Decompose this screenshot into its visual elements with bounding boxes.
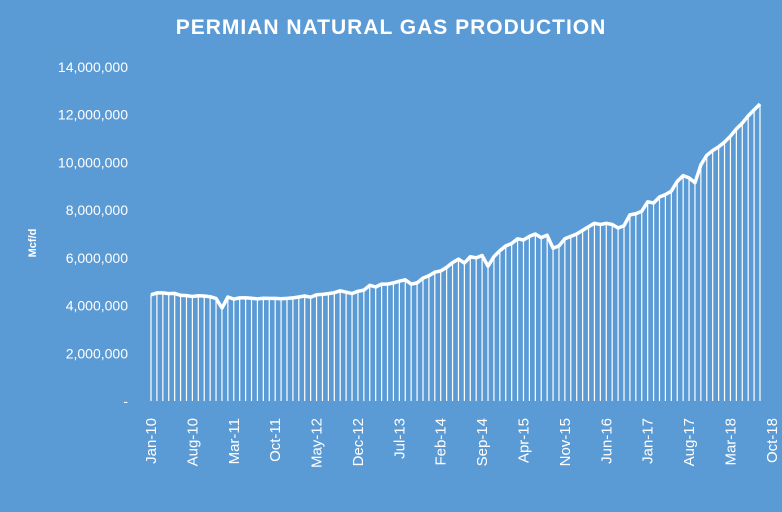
x-tick-label: Apr-15	[515, 418, 532, 463]
x-tick-label: Aug-17	[681, 418, 698, 466]
y-tick-label: 2,000,000	[66, 345, 128, 361]
x-tick-label: May-12	[309, 418, 326, 468]
x-tick-label: Feb-14	[433, 418, 450, 466]
x-tick-label: Aug-10	[184, 418, 201, 466]
y-axis-label: Mcf/d	[27, 229, 39, 258]
x-tick-label: Jan-10	[143, 418, 160, 464]
x-tick-label: Jun-16	[598, 418, 615, 464]
x-tick-label: Jul-13	[391, 418, 408, 459]
x-tick-label: Jan-17	[640, 418, 657, 464]
x-tick-label: Oct-11	[267, 418, 284, 462]
y-tick-label: 6,000,000	[66, 250, 128, 266]
x-tick-label: Sep-14	[474, 418, 491, 466]
y-tick-label: 14,000,000	[58, 59, 128, 75]
y-tick-label: -	[123, 393, 128, 409]
y-tick-label: 4,000,000	[66, 298, 128, 314]
x-tick-label: Oct-18	[764, 418, 781, 463]
y-tick-label: 8,000,000	[66, 202, 128, 218]
x-tick-label: Mar-11	[226, 418, 243, 464]
y-tick-label: 12,000,000	[58, 107, 128, 123]
x-tick-label: Mar-18	[722, 418, 739, 466]
x-tick-label: Nov-15	[557, 418, 574, 466]
series-line	[150, 102, 762, 310]
y-tick-label: 10,000,000	[58, 154, 128, 170]
chart-title: PERMIAN NATURAL GAS PRODUCTION	[175, 16, 607, 39]
x-tick-label: Dec-12	[350, 418, 367, 466]
